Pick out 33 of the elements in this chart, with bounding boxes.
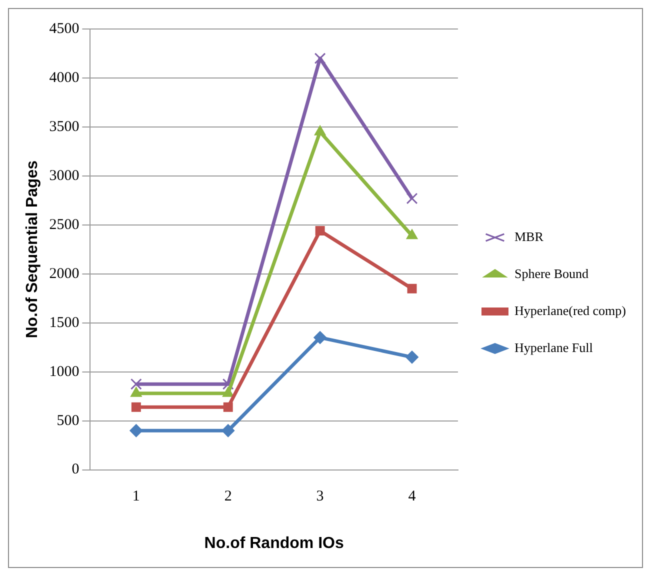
- x-tick-label: 3: [316, 488, 324, 505]
- x-tick-label: 4: [408, 488, 416, 505]
- y-tick-label: 2500: [49, 216, 80, 233]
- point: [314, 125, 326, 136]
- point: [406, 192, 418, 204]
- y-tick-label: 3500: [49, 118, 80, 135]
- y-tick-label: 1500: [49, 314, 80, 331]
- point: [130, 424, 143, 438]
- y-tick-label: 500: [56, 412, 80, 429]
- x-tick-label: 1: [132, 488, 140, 505]
- point: [406, 229, 418, 240]
- point: [130, 378, 142, 390]
- x-axis-title: No.of Random IOs: [204, 534, 344, 552]
- y-tick-label: 0: [72, 462, 80, 478]
- point: [131, 402, 141, 412]
- y-tick-label: 2000: [49, 266, 80, 282]
- legend-label: Hyperlane Full: [514, 340, 594, 355]
- x-tick-label: 2: [224, 488, 232, 505]
- y-axis-title: No.of Sequential Pages: [24, 160, 42, 338]
- point: [314, 52, 326, 64]
- legend-label: Hyperlane(red comp): [514, 302, 626, 318]
- point: [407, 284, 417, 294]
- point: [314, 331, 327, 344]
- point: [222, 424, 235, 438]
- y-tick-label: 4000: [49, 70, 80, 86]
- y-tick-label: 4500: [49, 20, 80, 37]
- point: [223, 402, 233, 412]
- y-tick-label: 3000: [49, 168, 80, 184]
- y-tick-label: 1000: [49, 364, 80, 380]
- legend-label: MBR: [514, 228, 544, 244]
- point: [315, 226, 325, 236]
- legend-label: Sphere Bound: [514, 266, 589, 281]
- point: [406, 350, 418, 364]
